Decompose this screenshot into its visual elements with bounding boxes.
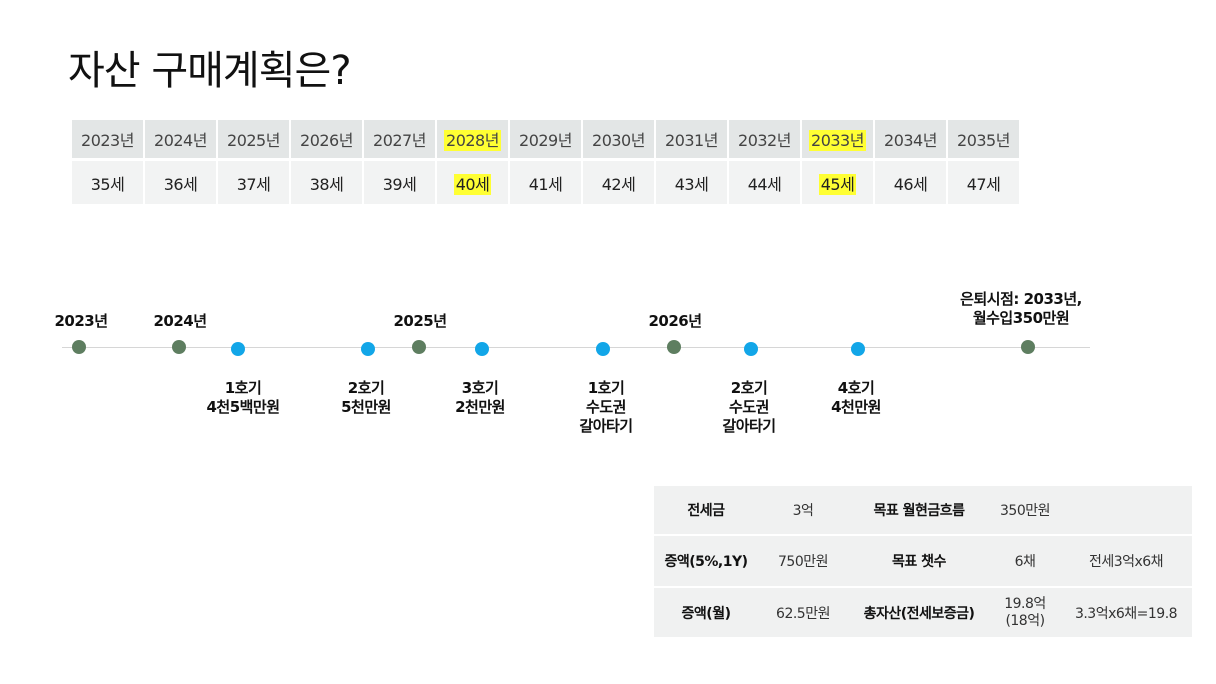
event-label: 2호기 수도권 갈아타기 (722, 379, 776, 435)
year-cell: 2032년 (729, 120, 800, 158)
year-age-table: 2023년 2024년 2025년 2026년 2027년 2028년 2029… (70, 117, 1021, 207)
event-label: 1호기 수도권 갈아타기 (579, 379, 633, 435)
summary-value: 3억 (758, 486, 848, 534)
age-cell: 35세 (72, 161, 143, 204)
age-cell: 39세 (364, 161, 435, 204)
year-cell: 2029년 (510, 120, 581, 158)
timeline-year-label: 2025년 (393, 312, 447, 330)
retirement-marker-dot (1021, 340, 1035, 354)
event-marker-dot (231, 342, 245, 356)
summary-value: 350만원 (990, 486, 1060, 534)
summary-row: 전세금 3억 목표 월현금흐름 350만원 (654, 486, 1192, 534)
event-label: 4호기 4천만원 (831, 379, 881, 416)
year-marker-dot (172, 340, 186, 354)
summary-key: 총자산(전세보증금) (848, 588, 990, 637)
summary-key: 목표 월현금흐름 (848, 486, 990, 534)
event-marker-dot (851, 342, 865, 356)
age-cell: 41세 (510, 161, 581, 204)
event-marker-dot (744, 342, 758, 356)
summary-value: 6채 (990, 536, 1060, 586)
year-cell: 2035년 (948, 120, 1019, 158)
year-cell: 2034년 (875, 120, 946, 158)
year-row: 2023년 2024년 2025년 2026년 2027년 2028년 2029… (72, 120, 1019, 158)
timeline-year-label: 2024년 (153, 312, 207, 330)
year-cell: 2025년 (218, 120, 289, 158)
age-cell-highlighted: 45세 (802, 161, 873, 204)
year-cell-highlighted: 2028년 (437, 120, 508, 158)
age-cell: 43세 (656, 161, 727, 204)
event-marker-dot (475, 342, 489, 356)
event-marker-dot (596, 342, 610, 356)
event-label: 2호기 5천만원 (341, 379, 391, 416)
timeline-year-label: 2023년 (54, 312, 108, 330)
age-cell: 37세 (218, 161, 289, 204)
year-marker-dot (412, 340, 426, 354)
year-cell: 2031년 (656, 120, 727, 158)
summary-key: 전세금 (654, 486, 758, 534)
summary-note (1060, 486, 1192, 534)
year-cell: 2030년 (583, 120, 654, 158)
year-cell: 2024년 (145, 120, 216, 158)
year-cell: 2027년 (364, 120, 435, 158)
summary-row: 증액(5%,1Y) 750만원 목표 챗수 6채 전세3억x6채 (654, 536, 1192, 586)
summary-note: 3.3억x6채=19.8 (1060, 588, 1192, 637)
event-label: 1호기 4천5백만원 (206, 379, 280, 416)
age-cell: 38세 (291, 161, 362, 204)
summary-value: 62.5만원 (758, 588, 848, 637)
page-title: 자산 구매계획은? (68, 48, 352, 94)
event-label: 3호기 2천만원 (455, 379, 505, 416)
year-marker-dot (667, 340, 681, 354)
year-cell: 2023년 (72, 120, 143, 158)
age-cell-highlighted: 40세 (437, 161, 508, 204)
summary-value: 750만원 (758, 536, 848, 586)
age-row: 35세 36세 37세 38세 39세 40세 41세 42세 43세 44세 … (72, 161, 1019, 204)
timeline-year-label: 2026년 (648, 312, 702, 330)
year-cell: 2026년 (291, 120, 362, 158)
year-cell-highlighted: 2033년 (802, 120, 873, 158)
age-cell: 44세 (729, 161, 800, 204)
year-marker-dot (72, 340, 86, 354)
event-marker-dot (361, 342, 375, 356)
summary-key: 목표 챗수 (848, 536, 990, 586)
age-cell: 46세 (875, 161, 946, 204)
summary-key: 증액(5%,1Y) (654, 536, 758, 586)
summary-key: 증액(월) (654, 588, 758, 637)
summary-row: 증액(월) 62.5만원 총자산(전세보증금) 19.8억 (18억) 3.3억… (654, 588, 1192, 637)
age-cell: 36세 (145, 161, 216, 204)
timeline-axis (62, 347, 1090, 348)
retirement-label: 은퇴시점: 2033년, 월수입350만원 (960, 290, 1082, 327)
age-cell: 42세 (583, 161, 654, 204)
summary-table: 전세금 3억 목표 월현금흐름 350만원 증액(5%,1Y) 750만원 목표… (654, 484, 1192, 639)
summary-note: 전세3억x6채 (1060, 536, 1192, 586)
age-cell: 47세 (948, 161, 1019, 204)
summary-value: 19.8억 (18억) (990, 588, 1060, 637)
